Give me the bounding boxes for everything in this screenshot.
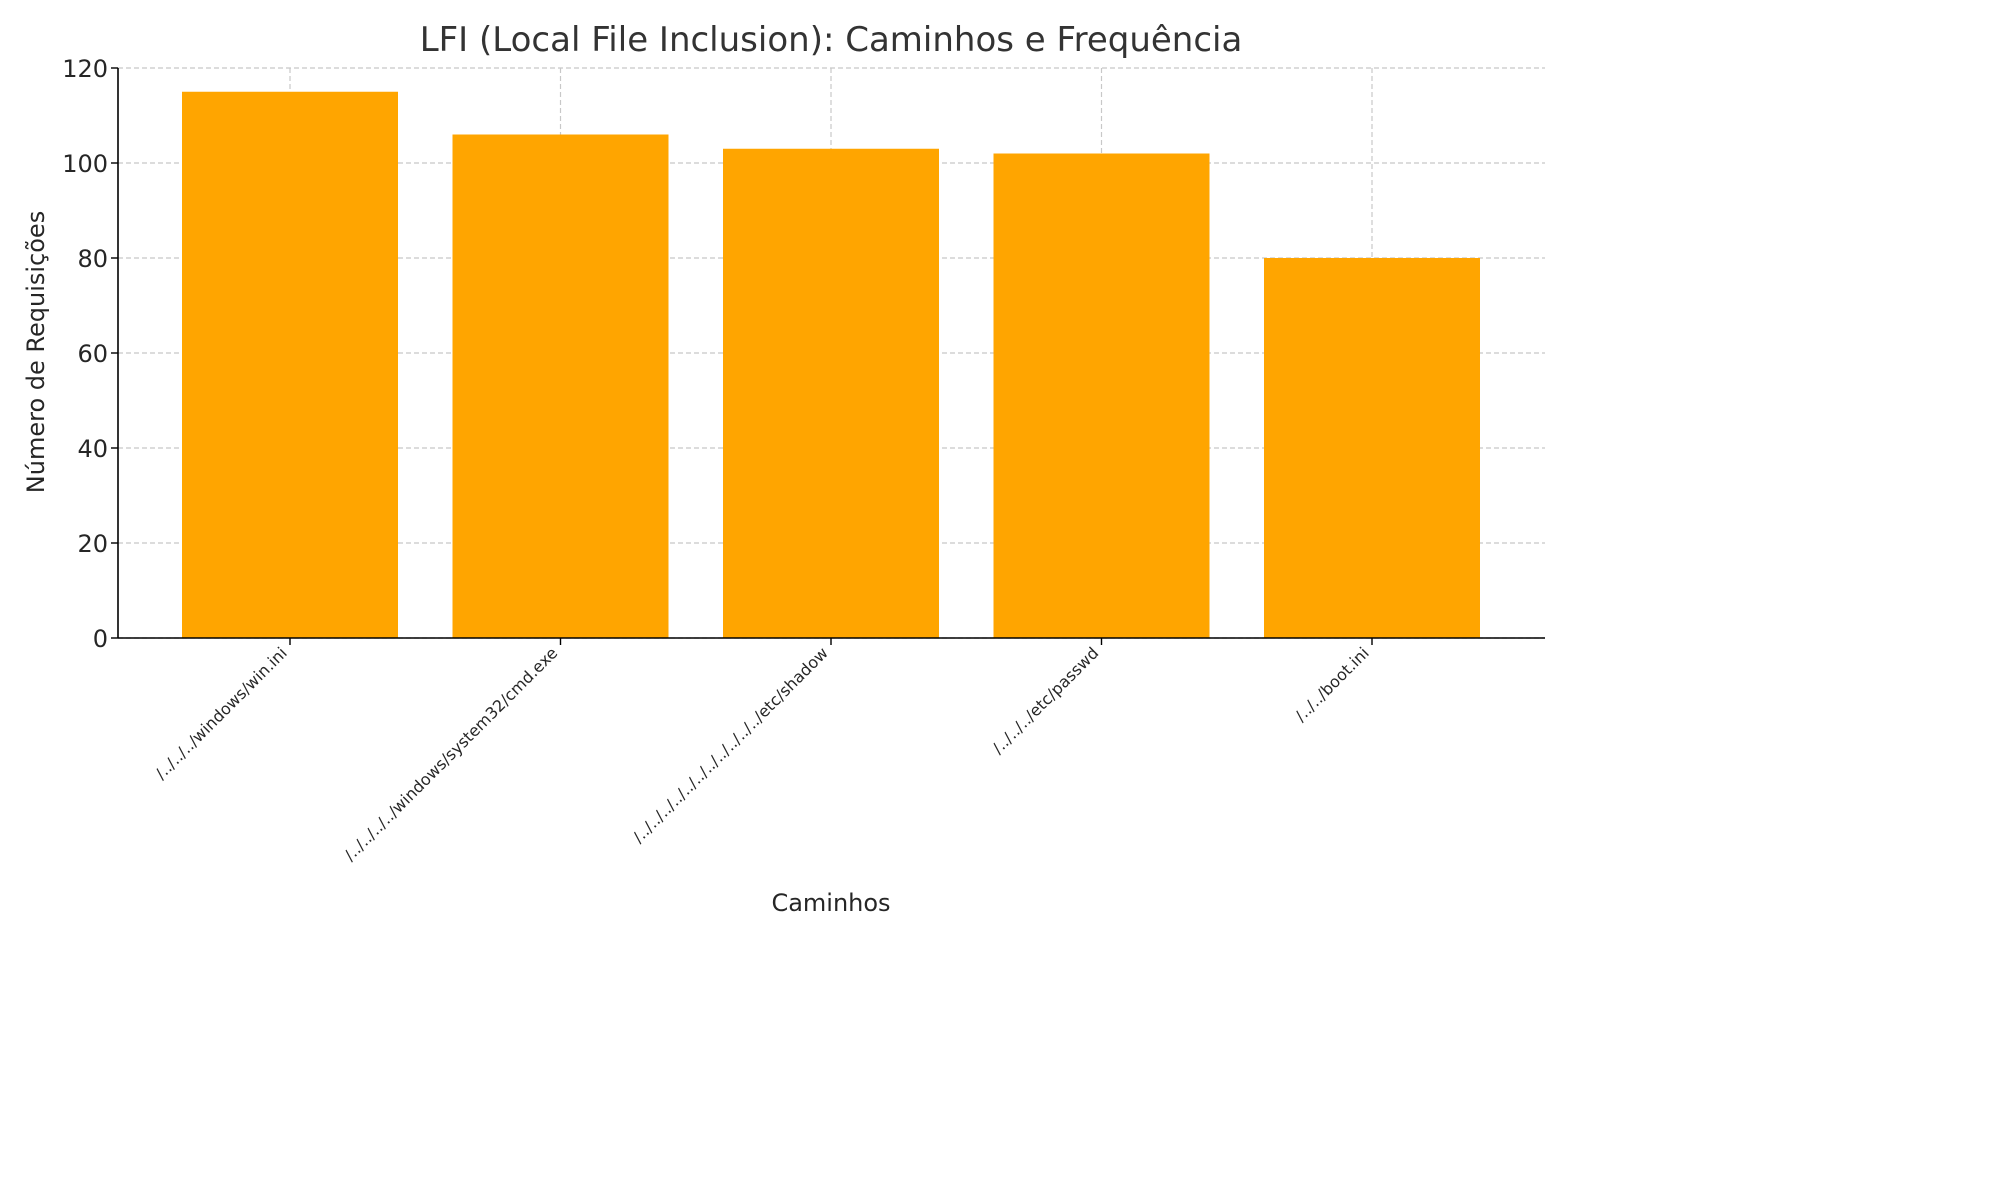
- bar-chart: 0 20 40 60 80 100 120 /../../../windows/win.ini…: [22, 20, 1545, 917]
- y-tick-label: 60: [77, 340, 108, 368]
- y-axis-label: Número de Requisições: [22, 211, 50, 493]
- x-tick-label: /../../../../../../../../../../../etc/sh…: [629, 643, 832, 846]
- x-tick-label: /../../../windows/win.ini: [151, 643, 291, 783]
- x-tick-label: /../../../../windows/system32/cmd.exe: [340, 643, 561, 864]
- x-tick-label: /../../../etc/passwd: [988, 643, 1102, 757]
- y-tick-label: 100: [62, 150, 108, 178]
- y-tick-label: 120: [62, 55, 108, 83]
- bars-layer: [182, 91, 1480, 638]
- bar: [1264, 258, 1480, 638]
- bar: [452, 134, 669, 638]
- bar: [993, 153, 1210, 638]
- x-axis-label: Caminhos: [771, 889, 890, 917]
- y-tick-label: 0: [93, 625, 108, 653]
- bar: [723, 148, 939, 638]
- chart-title: LFI (Local File Inclusion): Caminhos e F…: [420, 20, 1243, 60]
- chart-root: 0 20 40 60 80 100 120 /../../../windows/win.ini…: [22, 20, 1545, 917]
- bar: [182, 91, 398, 638]
- y-tick-label: 80: [77, 245, 108, 273]
- y-tick-label: 20: [77, 530, 108, 558]
- y-tick-label: 40: [77, 435, 108, 463]
- axes-layer: [111, 67, 1545, 645]
- x-tick-label: /../../boot.ini: [1291, 643, 1373, 725]
